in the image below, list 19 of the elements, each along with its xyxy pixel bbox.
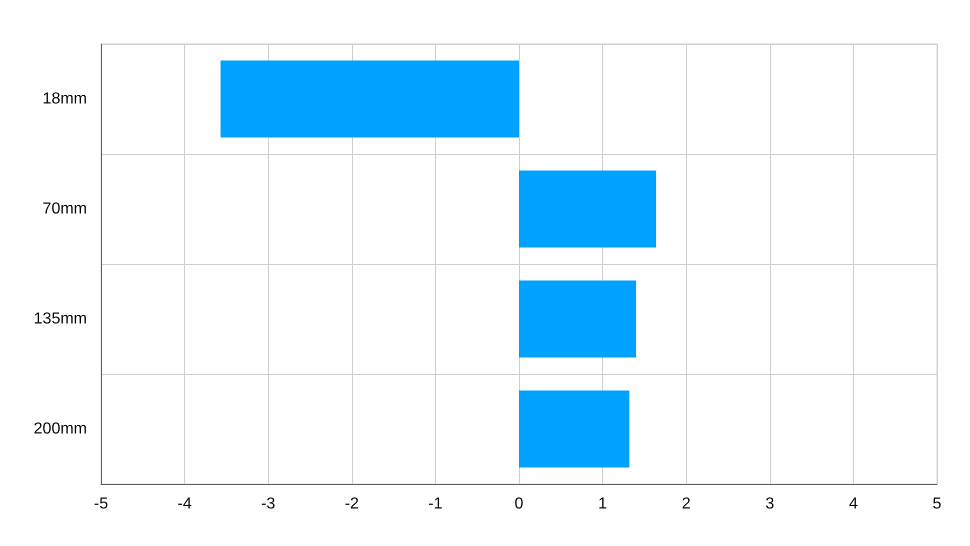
- bar: [519, 390, 630, 468]
- x-tick-label: -1: [428, 496, 443, 512]
- x-tick-label: 1: [598, 496, 608, 512]
- bar: [220, 60, 519, 138]
- x-tick-label: 2: [682, 496, 691, 512]
- y-tick-label: 70mm: [42, 200, 87, 218]
- x-tick-label: -2: [344, 496, 360, 512]
- x-tick-label: -5: [94, 496, 108, 512]
- y-tick-label: 200mm: [34, 420, 87, 438]
- x-tick-label: -3: [261, 496, 276, 512]
- x-tick-label: 0: [514, 496, 524, 512]
- y-tick-label: 135mm: [34, 310, 87, 328]
- bar: [519, 170, 656, 248]
- x-tick-label: 3: [765, 496, 774, 512]
- bar: [519, 280, 636, 358]
- y-tick-label: 18mm: [42, 90, 87, 108]
- x-tick-label: 5: [932, 496, 942, 512]
- x-tick-label: -4: [177, 496, 192, 512]
- x-tick-label: 4: [848, 496, 858, 512]
